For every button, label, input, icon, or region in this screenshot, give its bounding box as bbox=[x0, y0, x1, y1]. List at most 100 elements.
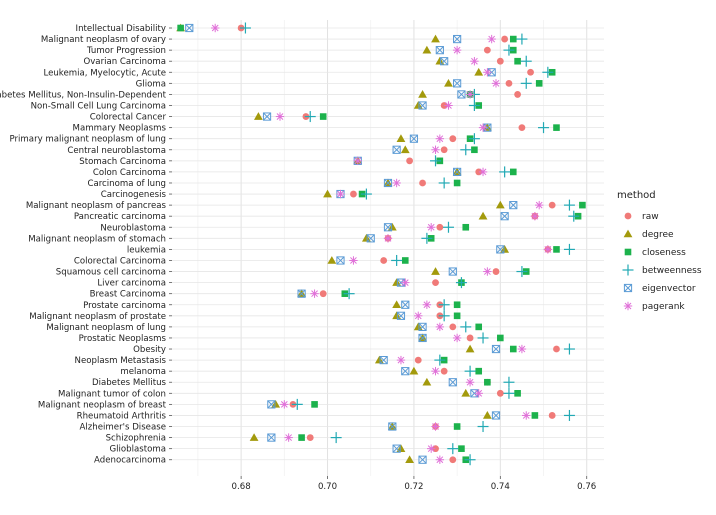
point-betweenness bbox=[421, 232, 433, 244]
point-closeness bbox=[535, 80, 543, 87]
point-degree bbox=[409, 366, 419, 375]
point-degree bbox=[396, 134, 406, 142]
point-betweenness bbox=[563, 199, 575, 211]
point-closeness bbox=[319, 113, 327, 120]
point-betweenness bbox=[468, 99, 480, 111]
point-degree bbox=[478, 211, 488, 220]
point-closeness bbox=[497, 334, 504, 342]
x-tick-label: 0.72 bbox=[404, 482, 423, 492]
point-closeness bbox=[553, 124, 560, 131]
category-label: Malignant neoplasm of breast bbox=[38, 400, 167, 410]
point-closeness bbox=[453, 423, 461, 430]
category-label: Pancreatic carcinoma bbox=[74, 212, 166, 222]
point-pagerank bbox=[435, 134, 445, 143]
point-eigenvector bbox=[418, 101, 427, 110]
point-pagerank bbox=[401, 278, 410, 287]
point-degree bbox=[413, 322, 423, 331]
point-closeness bbox=[475, 323, 483, 331]
point-raw bbox=[350, 190, 357, 198]
point-eigenvector bbox=[509, 201, 518, 210]
category-label: Breast Carcinoma bbox=[90, 290, 166, 300]
point-degree bbox=[392, 278, 402, 286]
point-eigenvector bbox=[491, 411, 501, 420]
point-eigenvector bbox=[336, 256, 345, 265]
plot-panel bbox=[172, 20, 604, 476]
category-label: Colon Carcinoma bbox=[93, 168, 166, 178]
category-label: Squamous cell carcinoma bbox=[56, 268, 166, 278]
point-betweenness bbox=[563, 409, 575, 421]
point-betweenness bbox=[563, 243, 575, 255]
point-pagerank bbox=[431, 145, 440, 154]
point-degree bbox=[405, 455, 414, 464]
point-closeness bbox=[311, 401, 318, 408]
point-raw bbox=[449, 135, 457, 143]
point-betweenness bbox=[442, 221, 454, 233]
point-pagerank bbox=[284, 433, 293, 442]
point-raw bbox=[440, 367, 448, 375]
point-eigenvector bbox=[262, 112, 272, 121]
point-degree bbox=[444, 78, 453, 87]
point-raw bbox=[496, 389, 504, 397]
category-label: Schizophrenia bbox=[106, 434, 166, 444]
point-pagerank bbox=[353, 156, 362, 166]
grid-layer bbox=[172, 20, 604, 476]
point-betweenness bbox=[391, 254, 403, 266]
point-eigenvector bbox=[418, 322, 427, 331]
category-label: Mammary Neoplasms bbox=[73, 124, 167, 134]
series-degree bbox=[176, 23, 510, 464]
point-eigenvector bbox=[396, 311, 406, 320]
point-raw bbox=[548, 201, 556, 209]
point-betweenness bbox=[438, 177, 450, 189]
point-betweenness bbox=[503, 44, 515, 56]
point-raw bbox=[518, 124, 526, 132]
point-pagerank bbox=[427, 223, 436, 232]
point-closeness bbox=[453, 179, 461, 187]
point-closeness bbox=[298, 434, 305, 441]
point-raw bbox=[449, 323, 457, 331]
point-eigenvector bbox=[409, 134, 419, 143]
point-closeness bbox=[484, 378, 491, 386]
point-raw bbox=[496, 57, 504, 65]
legend-key-degree bbox=[623, 229, 633, 238]
series-pagerank bbox=[211, 23, 553, 464]
point-betweenness bbox=[499, 166, 511, 178]
legend-item-betweenness: betweenness bbox=[622, 264, 702, 276]
category-label: Carcinoma of lung bbox=[87, 179, 166, 189]
category-label: Neuroblastoma bbox=[100, 223, 166, 233]
point-eigenvector bbox=[500, 212, 509, 221]
point-pagerank bbox=[470, 57, 479, 66]
point-pagerank bbox=[444, 101, 453, 110]
point-betweenness bbox=[520, 55, 532, 67]
point-betweenness bbox=[538, 122, 550, 134]
point-eigenvector bbox=[383, 223, 393, 232]
point-pagerank bbox=[483, 267, 492, 276]
point-degree bbox=[392, 311, 402, 320]
point-pagerank bbox=[280, 400, 289, 409]
point-pagerank bbox=[478, 123, 488, 132]
point-raw bbox=[414, 356, 422, 364]
legend-label: closeness bbox=[642, 248, 686, 258]
point-degree bbox=[327, 256, 337, 264]
point-pagerank bbox=[535, 200, 544, 210]
x-tick-label: 0.68 bbox=[232, 482, 251, 492]
point-raw bbox=[514, 91, 521, 98]
point-raw bbox=[319, 290, 327, 298]
point-betweenness bbox=[563, 343, 575, 355]
point-raw bbox=[527, 68, 534, 76]
legend: method raw degree closeness betweenness eige… bbox=[617, 190, 702, 312]
x-axis-ticks: 0.68 0.70 0.72 0.74 0.76 bbox=[232, 476, 596, 492]
data-marks bbox=[176, 22, 586, 466]
point-eigenvector bbox=[401, 300, 410, 309]
point-raw bbox=[501, 35, 509, 43]
legend-key-raw bbox=[624, 212, 632, 220]
legend-label: raw bbox=[642, 212, 659, 222]
point-closeness bbox=[401, 257, 409, 264]
point-betweenness bbox=[464, 365, 476, 377]
category-label: melanoma bbox=[120, 367, 166, 377]
point-raw bbox=[440, 146, 448, 154]
point-pagerank bbox=[465, 90, 475, 99]
point-betweenness bbox=[291, 398, 303, 410]
legend-item-eigenvector: eigenvector bbox=[623, 283, 696, 294]
